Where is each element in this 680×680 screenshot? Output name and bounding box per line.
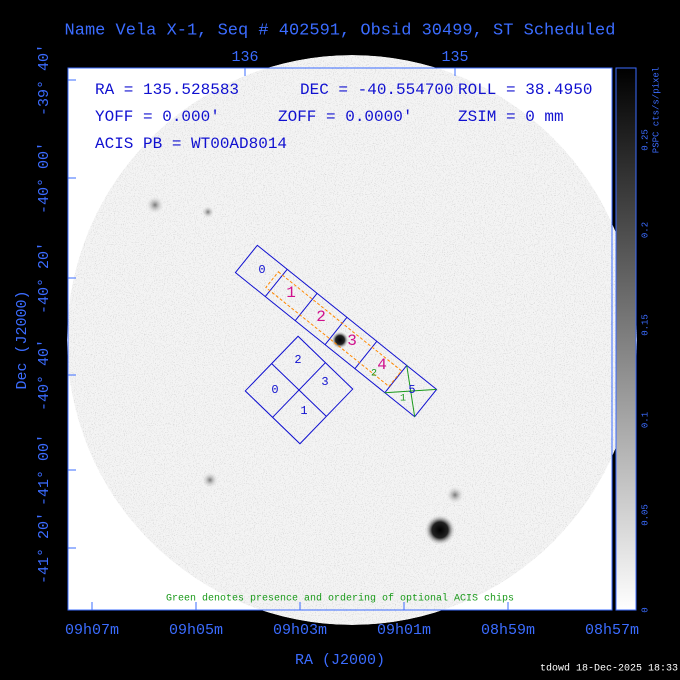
info-yoff: YOFF = 0.000' (95, 108, 220, 126)
chip-divider (354, 341, 378, 369)
bottom-tick-label: 09h05m (169, 622, 223, 639)
sky-noise (67, 55, 637, 625)
chip-label: 0 (271, 383, 278, 397)
chip-divider (384, 365, 408, 394)
left-tick-label: -40° 40' (36, 339, 53, 411)
left-axis-title: Dec (J2000) (14, 290, 31, 389)
left-tick-label: -41° 00' (36, 434, 53, 506)
info-ra: RA = 135.528583 (95, 81, 239, 99)
chip-outline (234, 244, 438, 418)
source (145, 195, 165, 215)
chip-label: 3 (321, 375, 328, 389)
colorbar-tick-label: 0 (640, 607, 650, 612)
info-zoff: ZOFF = 0.0000' (278, 108, 412, 126)
left-tick-label: -39° 40' (36, 44, 53, 116)
chip-label: 2 (294, 353, 301, 367)
top-tick-label: 135 (441, 49, 468, 66)
source (445, 485, 465, 505)
optional-chip-label: 1 (400, 394, 406, 405)
left-tick-label: -41° 20' (36, 512, 53, 584)
chip-divider (294, 293, 318, 321)
bottom-tick-label: 09h01m (377, 622, 431, 639)
info-dec: DEC = -40.554700 (300, 81, 454, 99)
bottom-tick-label: 09h03m (273, 622, 327, 639)
bottom-tick-label: 08h57m (585, 622, 639, 639)
ticks (68, 68, 509, 610)
source (201, 205, 215, 219)
colorbar-tick-label: 0.25 (640, 129, 650, 151)
source (201, 471, 219, 489)
chip-label: 3 (347, 332, 357, 350)
chip-label: 1 (300, 404, 307, 418)
colorbar-title: PSPC cts/s/pixel (651, 67, 661, 153)
chip-divider (264, 268, 288, 297)
chip-divider (272, 362, 326, 418)
left-tick-label: -40° 00' (36, 142, 53, 214)
colorbar-tick-label: 0.1 (640, 412, 650, 428)
chip-label: 2 (316, 308, 326, 326)
plot-frame (67, 67, 613, 611)
optional-chip-label: 2 (371, 369, 377, 380)
bottom-tick-label: 08h59m (481, 622, 535, 639)
bottom-axis-title: RA (J2000) (295, 652, 385, 669)
chip-label: 1 (286, 284, 296, 302)
color-bar (615, 67, 637, 611)
bottom-tick-label: 09h07m (65, 622, 119, 639)
info-acis-pb: ACIS PB = WT00AD8014 (95, 135, 287, 153)
chip-label: 5 (408, 383, 415, 397)
timestamp: tdowd 18-Dec-2025 18:33 (540, 663, 678, 675)
acis-s-array (234, 244, 438, 418)
colorbar-tick-label: 0.05 (640, 504, 650, 526)
top-tick-label: 136 (231, 49, 258, 66)
optional-chip-mark (384, 388, 437, 394)
info-roll: ROLL = 38.4950 (458, 81, 592, 99)
colorbar-tick-label: 0.2 (640, 222, 650, 238)
acis-i-array (244, 335, 354, 445)
title: Name Vela X-1, Seq # 402591, Obsid 30499… (65, 21, 616, 40)
source (331, 331, 349, 349)
left-tick-label: -40° 20' (36, 242, 53, 314)
info-zsim: ZSIM = 0 mm (458, 108, 564, 126)
sky-image (67, 55, 637, 625)
note: Green denotes presence and ordering of o… (166, 593, 514, 605)
colorbar-tick-label: 0.15 (640, 314, 650, 336)
chip-label: 4 (377, 356, 387, 374)
chip-label: 0 (258, 263, 265, 277)
chip-divider (324, 317, 348, 345)
source (424, 514, 456, 546)
